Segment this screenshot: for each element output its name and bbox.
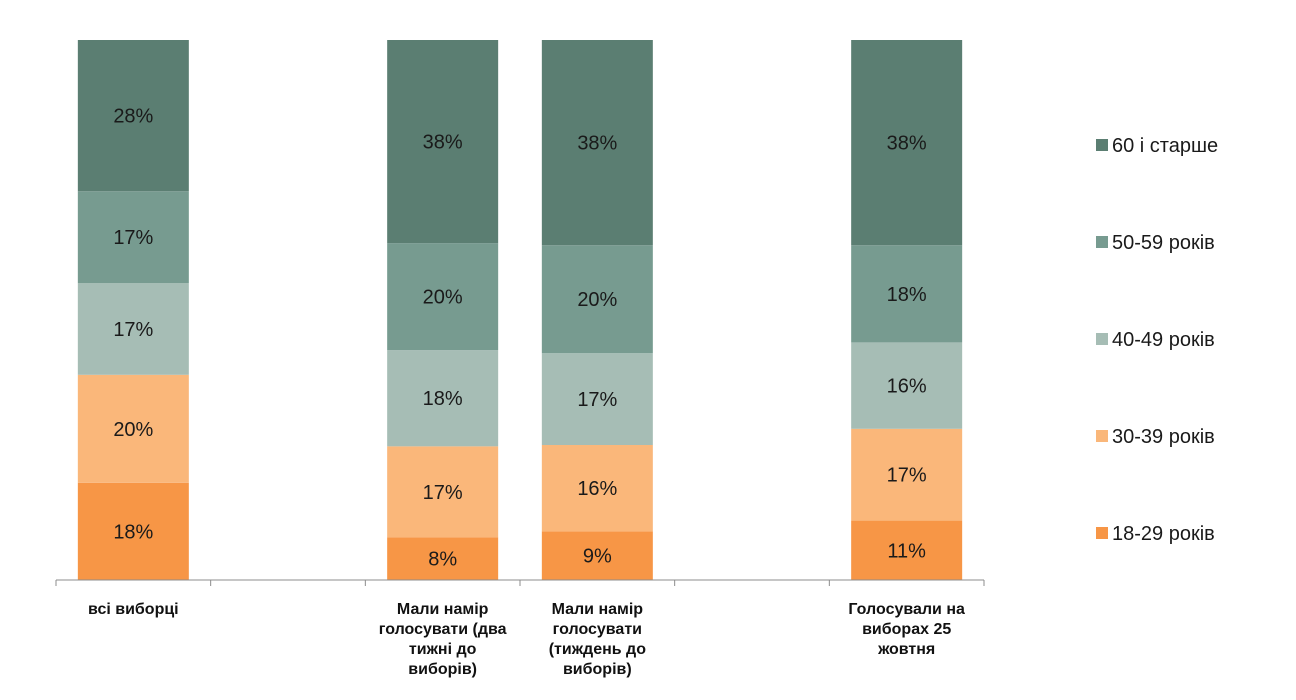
data-label: 11% xyxy=(887,540,926,562)
bar-segment xyxy=(851,520,963,580)
data-label: 16% xyxy=(887,376,927,398)
legend-swatch xyxy=(1096,236,1108,248)
data-label: 20% xyxy=(113,419,153,441)
category-label: Мали намір голосувати (тиждень до виборів) xyxy=(549,601,647,678)
data-label: 18% xyxy=(113,521,153,543)
legend-swatch xyxy=(1096,527,1108,539)
data-label: 38% xyxy=(577,133,617,155)
legend-label: 30-39 років xyxy=(1112,426,1215,448)
category-label: Голосували на виборах 25 жовтня xyxy=(848,601,965,658)
data-label: 17% xyxy=(577,389,617,411)
bar-segment xyxy=(77,374,189,483)
data-label: 17% xyxy=(113,319,153,341)
data-label: 17% xyxy=(887,465,927,487)
category-labels: всі виборці Мали намір голосувати (два тижн… xyxy=(88,601,965,678)
bar-segment xyxy=(77,482,189,580)
bar-segment xyxy=(77,40,189,192)
data-label: 8% xyxy=(428,549,457,571)
bar-segment xyxy=(387,537,499,580)
legend-swatch xyxy=(1096,139,1108,151)
data-label: 20% xyxy=(423,287,463,309)
legend-label: 50-59 років xyxy=(1112,232,1215,254)
legend-label: 60 і старше xyxy=(1112,135,1218,157)
bar-segment xyxy=(387,446,499,538)
data-label: 28% xyxy=(113,106,153,128)
data-label: 9% xyxy=(583,546,612,568)
category-label: Мали намір голосувати (два тижні до виборів… xyxy=(379,601,507,678)
bar-segment xyxy=(541,531,653,580)
legend-swatch xyxy=(1096,430,1108,442)
legend-label: 18-29 років xyxy=(1112,523,1215,545)
legend: 60 і старше 50-59 років 40-49 років 30-39 р… xyxy=(1096,135,1218,545)
bar-segment xyxy=(541,40,653,246)
bar-segment xyxy=(541,245,653,354)
data-label: 38% xyxy=(423,132,463,154)
data-label: 17% xyxy=(423,482,463,504)
bar-segment xyxy=(851,428,963,521)
bar-segment xyxy=(541,353,653,445)
x-axis xyxy=(55,579,985,586)
bar-segment xyxy=(77,283,189,375)
bars-group: 18% 20% 17% 17% 28% 8% 17% 18% 20% 38% 9% 16% 17% 20%… xyxy=(77,40,963,580)
bar-segment xyxy=(77,191,189,283)
data-label: 17% xyxy=(113,227,153,249)
category-label: всі виборці xyxy=(88,601,179,618)
data-label: 16% xyxy=(577,478,617,500)
bar-segment xyxy=(541,445,653,532)
data-label: 18% xyxy=(887,284,927,306)
bar-segment xyxy=(387,243,499,351)
bar-segment xyxy=(851,245,963,343)
bar-segment xyxy=(851,40,963,246)
data-label: 38% xyxy=(887,133,927,155)
bar-segment xyxy=(387,350,499,447)
legend-label: 40-49 років xyxy=(1112,329,1215,351)
data-label: 20% xyxy=(577,289,617,311)
bar-segment xyxy=(387,40,499,244)
data-label: 18% xyxy=(423,388,463,410)
bar-segment xyxy=(851,342,963,429)
legend-swatch xyxy=(1096,333,1108,345)
